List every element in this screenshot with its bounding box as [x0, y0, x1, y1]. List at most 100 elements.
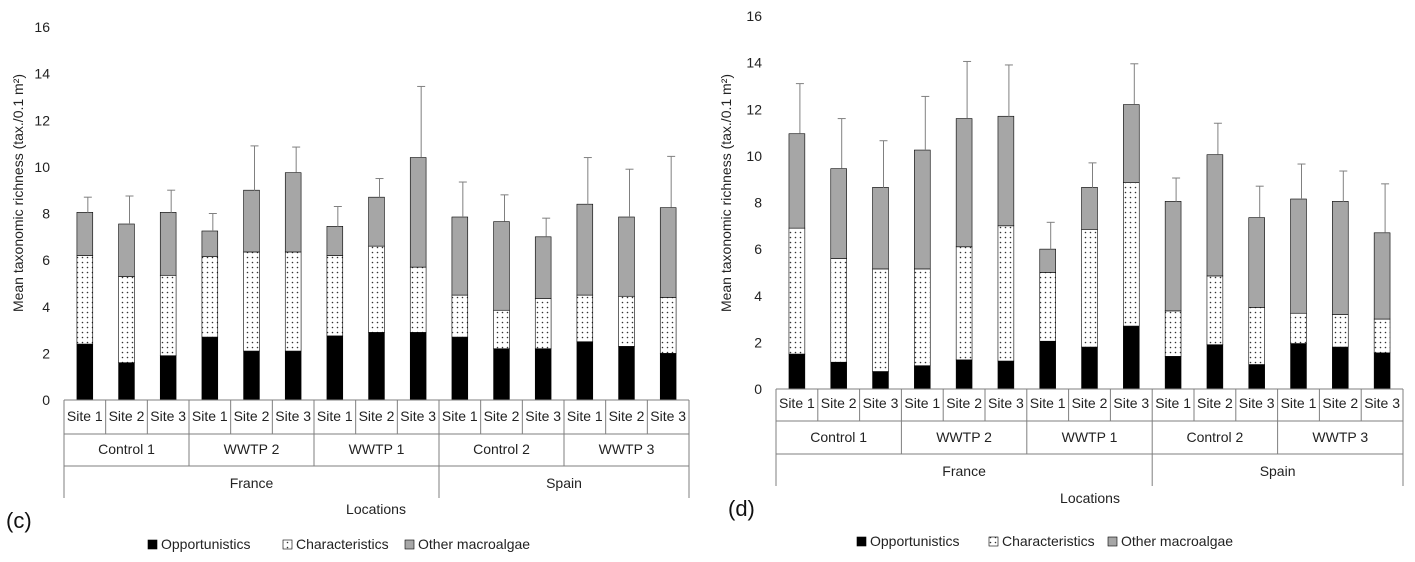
group-label: WWTP 1: [349, 441, 405, 457]
panel-letter: (c): [6, 508, 32, 533]
site-label: Site 1: [567, 408, 603, 424]
bar-segment-other-macroalgae: [368, 196, 385, 247]
legend-label: Characteristics: [296, 536, 389, 552]
bar-segment-characteristics: [1039, 272, 1056, 342]
bar-segment-characteristics: [326, 255, 344, 337]
bar-segment-other-macroalgae: [118, 223, 135, 277]
country-label: France: [942, 463, 986, 479]
bar-segment-characteristics: [1332, 314, 1349, 348]
bar-segment-characteristics: [1206, 275, 1224, 346]
site-label: Site 2: [946, 395, 982, 411]
bar-segment-other-macroalgae: [201, 230, 219, 257]
bar-segment-other-macroalgae: [1081, 187, 1098, 230]
y-tick-label: 16: [34, 19, 50, 35]
y-axis-label: Mean taxonomic richness (tax./0.1 m²): [718, 74, 734, 312]
bar-segment-other-macroalgae: [409, 157, 427, 268]
site-label: Site 2: [609, 408, 645, 424]
bar-segment-opportunistics: [914, 365, 931, 390]
legend-label: Opportunistics: [870, 533, 959, 549]
group-label: WWTP 2: [224, 441, 280, 457]
site-label: Site 1: [779, 395, 815, 411]
bar-segment-opportunistics: [1248, 364, 1265, 390]
bar-segment-other-macroalgae: [618, 216, 635, 297]
bar-segment-opportunistics: [1164, 356, 1182, 390]
bar-segment-opportunistics: [284, 350, 302, 401]
site-label: Site 3: [1113, 395, 1149, 411]
y-tick-label: 4: [42, 299, 50, 315]
bar-segment-characteristics: [201, 256, 219, 338]
bar-segment-other-macroalgae: [576, 203, 594, 296]
site-label: Site 3: [400, 408, 436, 424]
category-axis: Site 1 Site 2 Site 3 Site 1 Site 2 Site 3 Site…: [775, 388, 1404, 486]
site-label: Site 3: [525, 408, 561, 424]
bar-segment-characteristics: [659, 297, 677, 354]
legend-swatch: [988, 536, 999, 547]
bar-segment-opportunistics: [409, 332, 427, 401]
bar-segment-characteristics: [997, 225, 1015, 362]
site-label: Site 2: [1072, 395, 1108, 411]
y-tick-label: 0: [754, 381, 762, 397]
legend-swatch: [1107, 536, 1118, 547]
x-axis-label: Locations: [1060, 490, 1120, 506]
bar-segment-characteristics: [618, 295, 635, 347]
y-tick-label: 8: [42, 206, 50, 222]
bar-segment-characteristics: [368, 245, 385, 333]
country-label: France: [230, 475, 274, 491]
bar-segment-opportunistics: [1290, 343, 1307, 390]
site-label: Site 3: [275, 408, 311, 424]
y-tick-labels: 0 2 4 6 8 10 12 14 16: [34, 19, 50, 408]
bar-segment-characteristics: [1081, 229, 1098, 348]
bar-segment-other-macroalgae: [534, 236, 552, 299]
bar-segment-characteristics: [284, 251, 302, 352]
y-axis-label: Mean taxonomic richness (tax./0.1 m²): [10, 74, 26, 312]
bar-segment-other-macroalgae: [872, 187, 889, 270]
y-tick-label: 6: [754, 241, 762, 257]
bar-segment-characteristics: [534, 298, 552, 350]
bar-segment-other-macroalgae: [1123, 104, 1140, 183]
bar-segment-opportunistics: [659, 353, 677, 401]
bar-segment-other-macroalgae: [243, 189, 260, 253]
bar-segment-opportunistics: [1373, 352, 1391, 390]
bar-segment-characteristics: [1123, 182, 1140, 327]
bar-segment-opportunistics: [1206, 344, 1224, 390]
legend-swatch: [282, 539, 293, 550]
site-label: Site 1: [442, 408, 478, 424]
bar-segment-characteristics: [872, 268, 889, 372]
bar-segment-characteristics: [159, 274, 177, 357]
bar-segment-other-macroalgae: [284, 172, 302, 253]
legend-label: Other macroalgae: [1121, 533, 1233, 549]
bar-segment-opportunistics: [1039, 340, 1056, 390]
y-tick-label: 8: [754, 195, 762, 211]
site-label: Site 2: [821, 395, 857, 411]
y-tick-label: 14: [746, 55, 762, 71]
bar-segment-opportunistics: [830, 361, 847, 390]
site-label: Site 1: [1155, 395, 1191, 411]
site-label: Site 1: [1030, 395, 1066, 411]
legend-label: Other macroalgae: [418, 536, 530, 552]
site-label: Site 3: [650, 408, 686, 424]
site-label: Site 3: [1364, 395, 1400, 411]
bar-segment-other-macroalgae: [914, 149, 931, 270]
y-tick-label: 0: [42, 392, 50, 408]
panel-letter: (d): [728, 496, 755, 521]
site-label: Site 3: [988, 395, 1024, 411]
bar-segment-opportunistics: [159, 355, 177, 401]
bar-segment-characteristics: [1373, 318, 1391, 354]
site-label: Site 3: [863, 395, 899, 411]
bar-segment-characteristics: [243, 251, 260, 352]
bar-segment-opportunistics: [1081, 346, 1098, 390]
bars: [788, 60, 1391, 390]
legend-swatch: [404, 539, 415, 550]
bar-segment-opportunistics: [1123, 325, 1140, 390]
bar-segment-characteristics: [788, 227, 806, 355]
bar-segment-opportunistics: [326, 335, 344, 401]
bar-segment-opportunistics: [76, 343, 94, 401]
legend-label: Opportunistics: [161, 536, 250, 552]
x-axis-label: Locations: [346, 501, 406, 517]
bar-segment-characteristics: [1164, 310, 1182, 357]
bar-segment-opportunistics: [618, 346, 635, 401]
legend-label: Characteristics: [1002, 533, 1095, 549]
bar-segment-opportunistics: [997, 360, 1015, 390]
